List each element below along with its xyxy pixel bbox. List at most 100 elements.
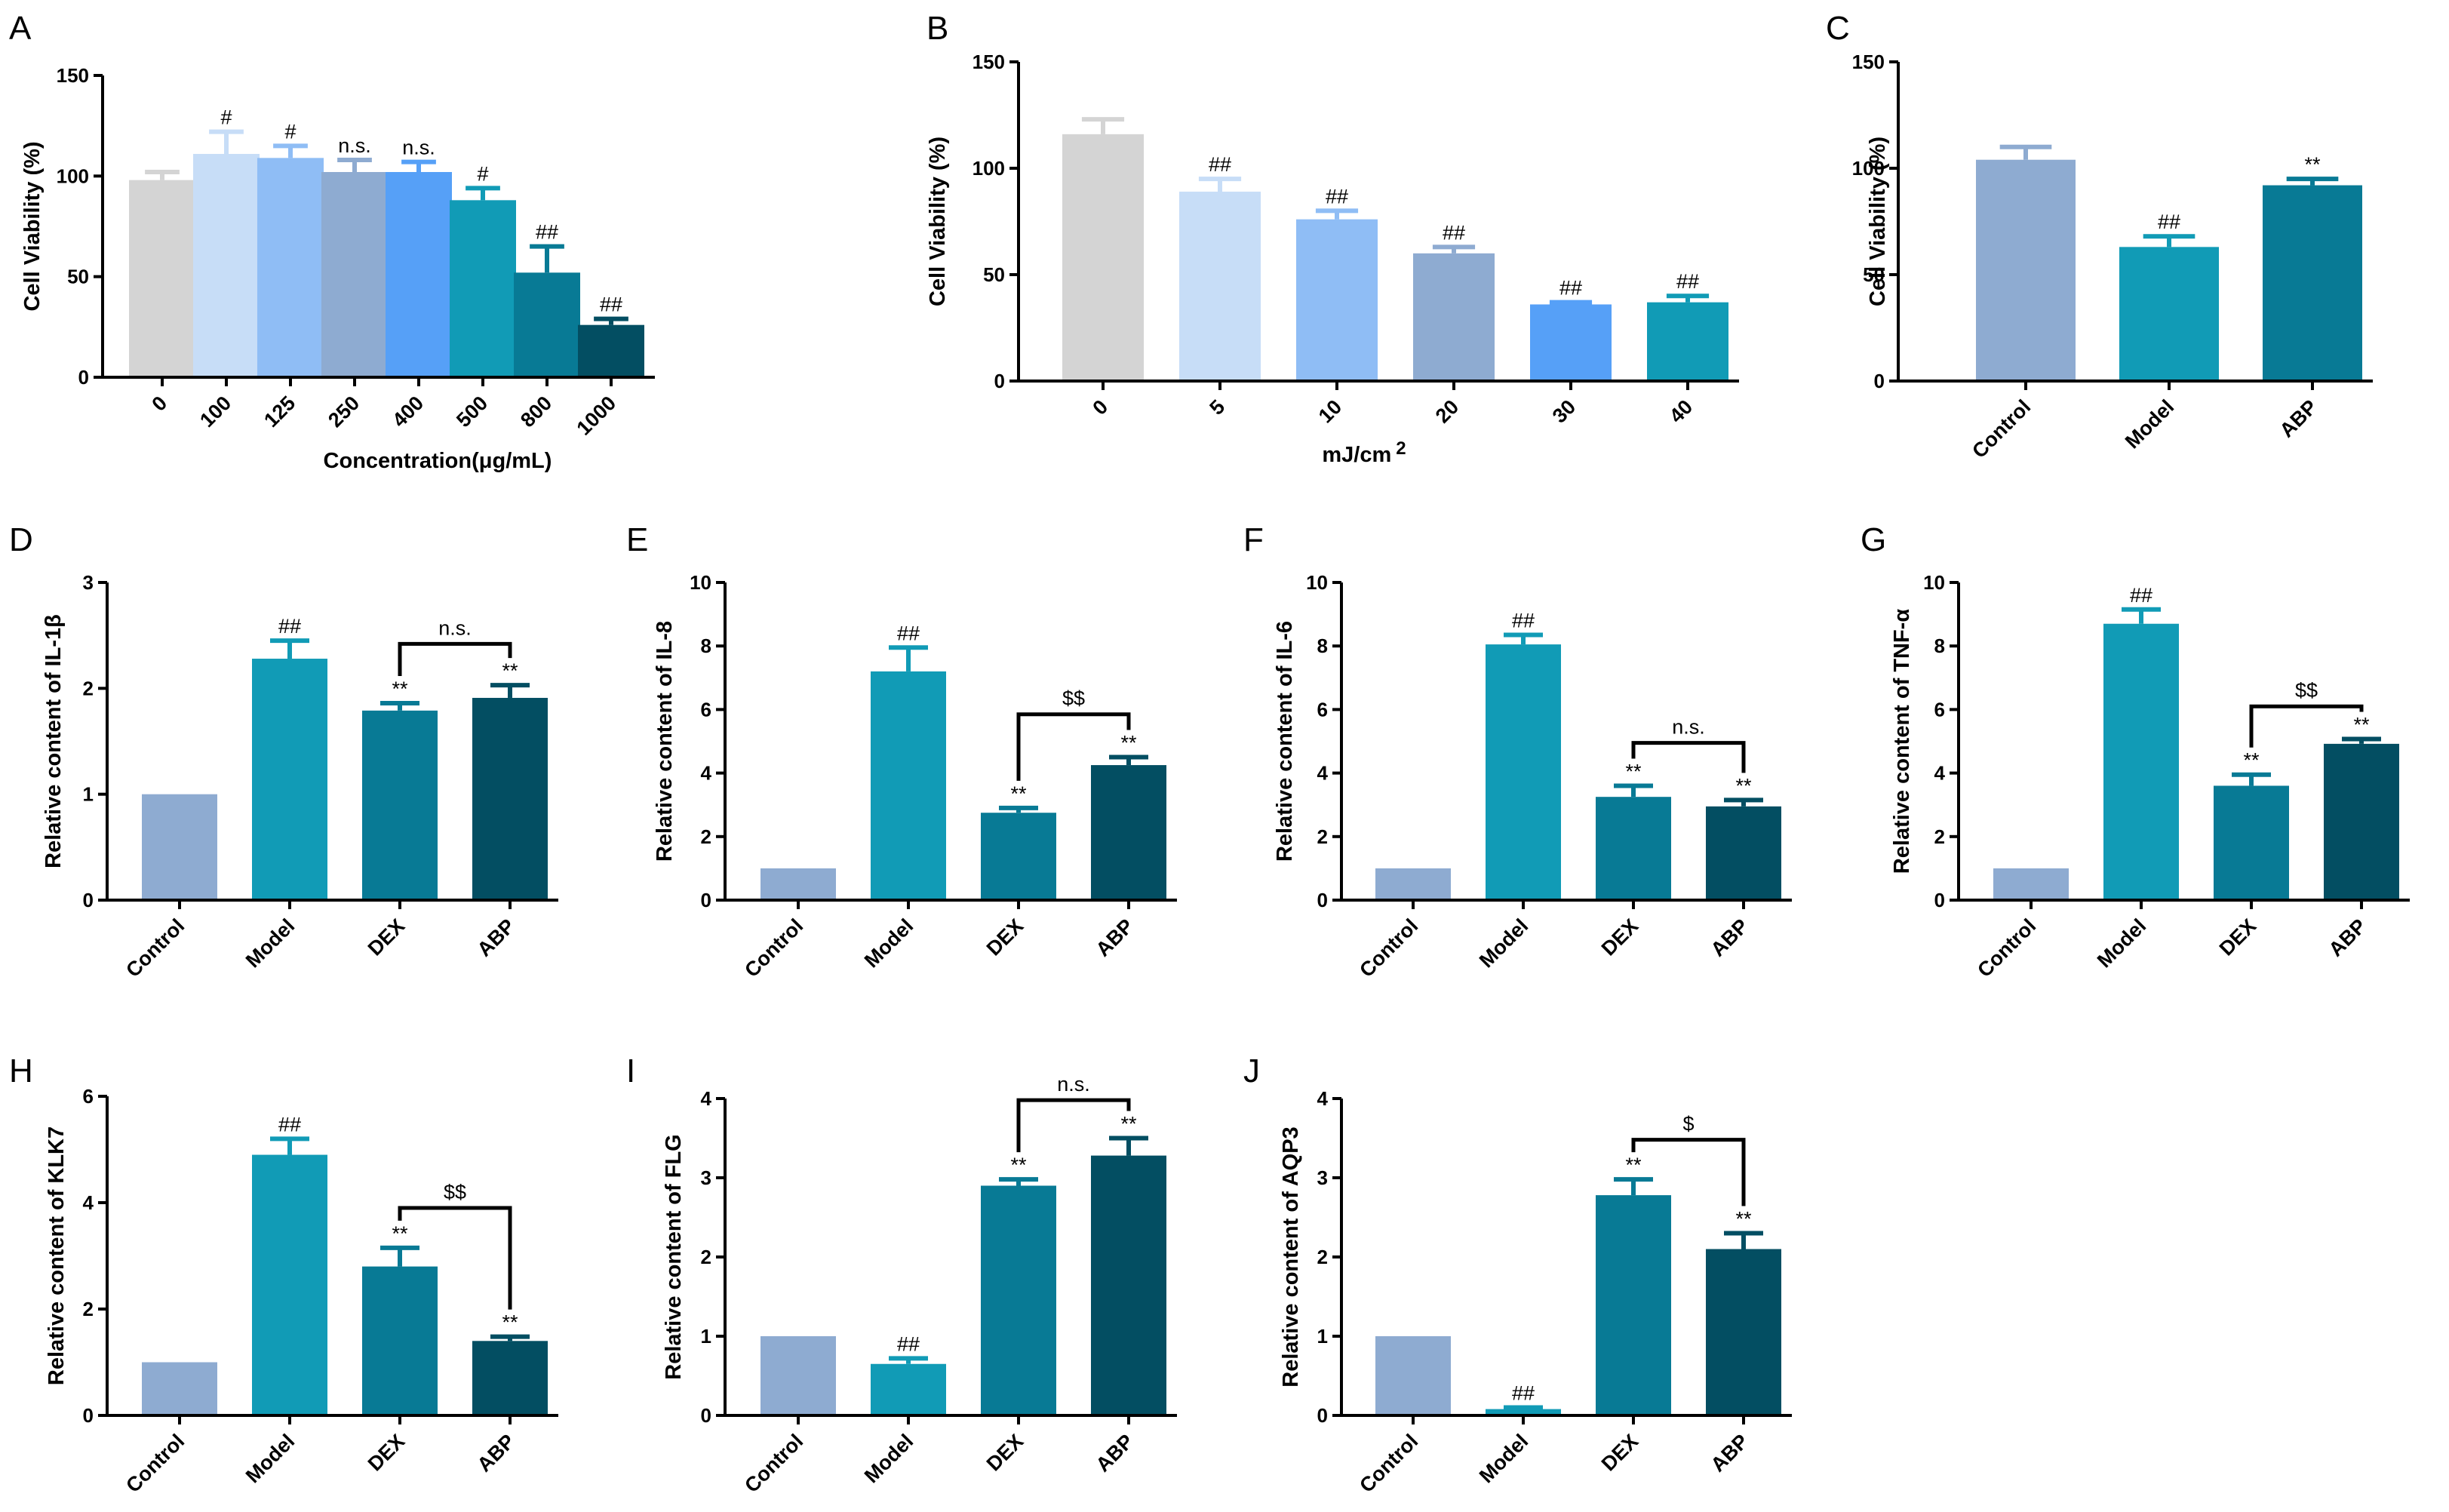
y-tick-label-c-3: 150 <box>1852 51 1885 73</box>
x-tick-label-a-3: 250 <box>324 392 364 432</box>
panel-h: H ## ** ** $$ 0 2 4 6 Control Model DEX ABP Relative … <box>9 1053 558 1497</box>
y-tick-label-g-2: 4 <box>1934 762 1946 785</box>
error-bar-a-1 <box>209 129 244 154</box>
bar-e-2 <box>981 813 1056 900</box>
y-tick-label-f-4: 8 <box>1317 635 1328 657</box>
bracket-label-i-0: n.s. <box>1057 1073 1090 1096</box>
x-tick-label-e-3: ABP <box>1092 914 1138 961</box>
bracket-i-0 <box>1016 1098 1131 1153</box>
x-tick-label-b-3: 20 <box>1431 395 1463 427</box>
y-tick-label-g-0: 0 <box>1934 889 1945 911</box>
sig-label-a-3: n.s. <box>338 134 371 157</box>
error-bar-i-2 <box>999 1177 1038 1186</box>
error-bar-j-2 <box>1614 1177 1653 1196</box>
bar-d-1 <box>252 659 327 900</box>
sig-label-f-2: ** <box>1625 760 1642 782</box>
y-tick-label-e-1: 2 <box>701 825 711 848</box>
error-bar-c-1 <box>2143 234 2195 247</box>
bracket-label-g-0: $$ <box>2295 679 2318 702</box>
panel-j: J ## ** ** $0 1 2 3 4 Control Model DEX ABP Relative … <box>1243 1053 1792 1497</box>
y-tick-label-g-4: 8 <box>1934 635 1945 657</box>
sig-label-e-2: ** <box>1010 782 1027 805</box>
bar-e-0 <box>761 868 836 900</box>
bracket-d-0 <box>398 641 512 676</box>
x-axis-label-a: Concentration(μg/mL) <box>324 449 552 473</box>
x-tick-label-d-3: ABP <box>473 914 520 961</box>
x-tick-label-j-1: Model <box>1475 1430 1532 1487</box>
bar-b-5 <box>1647 302 1728 381</box>
y-tick-label-j-0: 0 <box>1317 1404 1328 1427</box>
y-axis-label-e: Relative content of IL-8 <box>653 621 677 862</box>
error-bar-a-7 <box>594 316 628 325</box>
panel-letter-e: E <box>626 521 648 558</box>
sig-label-a-4: n.s. <box>402 137 435 159</box>
bar-h-0 <box>142 1362 217 1415</box>
x-axis-label-text-a: Concentration(μg/mL) <box>324 449 552 473</box>
x-tick-label-a-2: 125 <box>260 392 300 432</box>
bracket-label-j-0: $ <box>1682 1113 1694 1136</box>
error-bar-d-2 <box>380 700 419 711</box>
sig-label-a-6: ## <box>536 221 558 244</box>
sig-label-h-2: ** <box>392 1222 408 1245</box>
y-tick-label-f-2: 4 <box>1317 762 1329 785</box>
bar-f-3 <box>1706 806 1781 900</box>
sig-label-g-1: ## <box>2130 584 2152 607</box>
x-tick-label-i-0: Control <box>740 1430 807 1497</box>
error-bar-a-6 <box>530 244 564 273</box>
sig-label-a-7: ## <box>600 293 622 316</box>
sig-label-b-3: ## <box>1443 221 1465 244</box>
x-tick-label-g-3: ABP <box>2325 914 2371 961</box>
panel-i: I ## ** ** n.s. 0 1 2 3 4 Control Model DEX ABP Relati… <box>626 1053 1177 1497</box>
sig-label-e-3: ** <box>1120 732 1137 754</box>
y-tick-label-e-2: 4 <box>701 762 712 785</box>
y-axis-label-j: Relative content of AQP3 <box>1279 1126 1303 1387</box>
bar-a-2 <box>257 158 324 378</box>
error-bar-a-3 <box>337 158 372 172</box>
bracket-label-h-0: $$ <box>444 1181 466 1203</box>
bar-a-1 <box>193 154 260 377</box>
y-tick-label-b-2: 100 <box>973 157 1005 180</box>
y-axis-label-c: Cell Viability (%) <box>1866 137 1890 306</box>
bar-i-1 <box>871 1363 946 1415</box>
x-tick-label-c-0: Control <box>1968 395 2035 463</box>
bar-b-3 <box>1413 253 1495 381</box>
sig-label-d-1: ## <box>278 615 301 638</box>
bar-f-1 <box>1486 644 1561 900</box>
sig-label-a-2: # <box>284 120 296 143</box>
x-tick-label-e-1: Model <box>860 914 917 972</box>
sig-label-g-3: ** <box>2353 714 2370 736</box>
y-axis-label-g: Relative content of TNF-α <box>1890 609 1914 874</box>
error-bar-f-3 <box>1724 797 1763 807</box>
y-tick-label-g-5: 10 <box>1923 571 1945 594</box>
bar-a-7 <box>578 324 644 377</box>
error-bar-a-5 <box>466 186 500 201</box>
y-tick-label-j-2: 2 <box>1317 1246 1328 1268</box>
bar-e-1 <box>871 671 946 900</box>
bar-i-3 <box>1091 1155 1166 1415</box>
x-tick-label-g-2: DEX <box>2215 914 2260 960</box>
error-bar-h-3 <box>490 1334 530 1341</box>
bar-b-4 <box>1530 304 1612 381</box>
bar-a-5 <box>450 200 516 377</box>
y-tick-label-f-5: 10 <box>1306 571 1328 594</box>
y-tick-label-i-3: 3 <box>701 1166 711 1189</box>
error-bar-b-3 <box>1432 244 1476 254</box>
y-tick-label-b-0: 0 <box>994 370 1005 392</box>
x-tick-label-f-0: Control <box>1355 914 1422 982</box>
y-tick-label-i-0: 0 <box>701 1404 711 1427</box>
error-bar-d-1 <box>270 638 309 659</box>
sig-label-i-3: ** <box>1120 1113 1137 1136</box>
bar-h-1 <box>252 1154 327 1415</box>
bar-a-3 <box>321 172 388 377</box>
y-tick-label-h-3: 6 <box>83 1085 94 1108</box>
bar-g-3 <box>2324 743 2399 900</box>
error-bar-b-5 <box>1666 293 1710 303</box>
y-tick-label-c-1: 50 <box>1863 263 1885 286</box>
error-bar-i-1 <box>889 1356 928 1364</box>
bar-c-1 <box>2119 247 2219 381</box>
x-tick-label-h-1: Model <box>241 1430 299 1487</box>
bar-b-1 <box>1179 192 1261 381</box>
panel-e: E ## ** ** $$ 0 2 4 6 8 10 Control Model DEX ABP Relati… <box>626 521 1177 982</box>
y-tick-label-d-3: 3 <box>83 571 94 594</box>
